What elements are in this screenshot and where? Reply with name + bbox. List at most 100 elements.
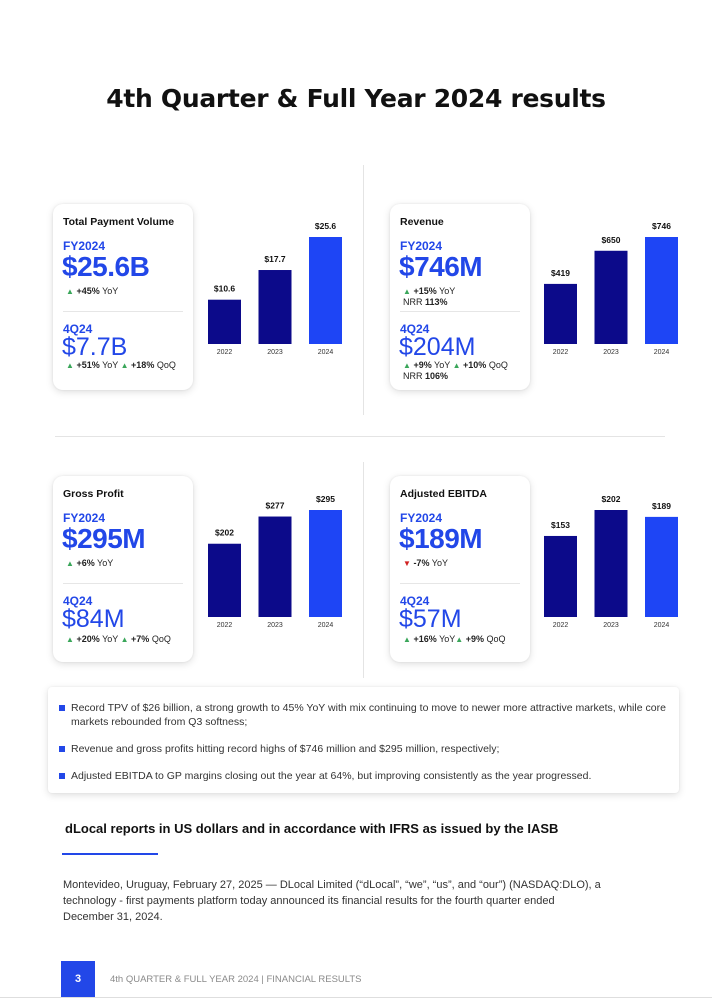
quarter-label: 4Q24 bbox=[63, 322, 93, 336]
bullet-square-icon bbox=[59, 773, 65, 779]
highlights-box: Record TPV of $26 billion, a strong grow… bbox=[48, 687, 679, 793]
quarter-stats: ▲ +20% YoY ▲ +7% QoQ bbox=[66, 634, 171, 645]
data-label: $25.6 bbox=[315, 221, 337, 231]
quarter-yoy-value: +16% bbox=[413, 634, 437, 644]
up-arrow-icon: ▲ bbox=[403, 287, 411, 296]
card-title: Total Payment Volume bbox=[63, 216, 175, 228]
data-label: $10.6 bbox=[214, 284, 236, 294]
quarter-qoq-suffix: QoQ bbox=[151, 634, 171, 644]
quarter-label: 4Q24 bbox=[63, 594, 93, 608]
data-label: $277 bbox=[266, 501, 285, 511]
quarter-yoy-value: +51% bbox=[76, 360, 100, 370]
quarter-stats: ▲ +51% YoY ▲ +18% QoQ bbox=[66, 360, 176, 371]
bullet-square-icon bbox=[59, 746, 65, 752]
quarter-value: $84M bbox=[62, 605, 125, 633]
quarter-value: $57M bbox=[399, 605, 462, 633]
quarter-stats: ▲ +16% YoY▲ +9% QoQ bbox=[403, 634, 505, 645]
highlight-item: Adjusted EBITDA to GP margins closing ou… bbox=[59, 769, 671, 783]
quarter-value: $204M bbox=[399, 333, 476, 361]
quarter-qoq-suffix: QoQ bbox=[486, 634, 506, 644]
up-arrow-icon: ▲ bbox=[452, 361, 461, 370]
x-tick-label: 2022 bbox=[217, 349, 233, 356]
footer-rule bbox=[0, 997, 712, 998]
fy-label: FY2024 bbox=[63, 239, 106, 253]
fy-growth-suffix: YoY bbox=[439, 286, 456, 296]
bar-2023 bbox=[258, 270, 292, 344]
quarter-value: $7.7B bbox=[62, 333, 128, 361]
ebitda-bar-chart: $153 2022 $202 2023 $189 2024 bbox=[544, 494, 678, 629]
bar-2024 bbox=[645, 237, 678, 344]
up-arrow-icon: ▲ bbox=[66, 559, 74, 568]
data-label: $189 bbox=[652, 501, 671, 511]
card-divider bbox=[63, 311, 183, 312]
bullet-square-icon bbox=[59, 705, 65, 711]
fy-growth-value: +45% bbox=[76, 286, 100, 296]
x-tick-label: 2024 bbox=[318, 349, 334, 356]
revenue-card: Revenue FY2024 $746M ▲ +15% YoY NRR 113%… bbox=[390, 204, 530, 390]
quarter-label: 4Q24 bbox=[400, 322, 430, 336]
fy-value: $746M bbox=[399, 251, 483, 282]
fy-growth-suffix: YoY bbox=[431, 558, 448, 568]
x-tick-label: 2023 bbox=[267, 622, 283, 629]
down-arrow-icon: ▼ bbox=[403, 559, 411, 568]
fy-growth-value: -7% bbox=[413, 558, 430, 568]
gross-profit-card: Gross Profit FY2024 $295M ▲ +6% YoY 4Q24… bbox=[53, 476, 193, 662]
divider-vertical-top bbox=[363, 165, 364, 415]
tpv-bar-chart: $10.6 2022 $17.7 2023 $25.6 2024 bbox=[208, 221, 342, 356]
x-tick-label: 2022 bbox=[217, 622, 233, 629]
quarter-yoy-suffix: YoY bbox=[102, 360, 119, 370]
fy-stats: ▲ +15% YoY NRR 113% bbox=[403, 286, 455, 308]
quarter-qoq-suffix: QoQ bbox=[156, 360, 176, 370]
data-label: $746 bbox=[652, 221, 671, 231]
up-arrow-icon: ▲ bbox=[455, 635, 464, 644]
card-title: Gross Profit bbox=[63, 488, 124, 500]
up-arrow-icon: ▲ bbox=[120, 635, 129, 644]
card-divider bbox=[400, 583, 520, 584]
x-tick-label: 2022 bbox=[553, 622, 569, 629]
revenue-bar-chart: $419 2022 $650 2023 $746 2024 bbox=[544, 221, 678, 356]
fy-value: $295M bbox=[62, 523, 146, 554]
bar-2024 bbox=[309, 510, 342, 617]
x-tick-label: 2022 bbox=[553, 349, 569, 356]
quarter-qoq-value: +10% bbox=[463, 360, 487, 370]
fy-label: FY2024 bbox=[400, 511, 443, 525]
card-divider bbox=[63, 583, 183, 584]
x-tick-label: 2024 bbox=[318, 622, 334, 629]
bar-2023 bbox=[594, 250, 628, 344]
card-title: Adjusted EBITDA bbox=[400, 488, 487, 500]
up-arrow-icon: ▲ bbox=[403, 635, 411, 644]
bar-2022 bbox=[544, 535, 577, 617]
up-arrow-icon: ▲ bbox=[403, 361, 411, 370]
divider-vertical-bottom bbox=[363, 462, 364, 678]
fy-value: $189M bbox=[399, 523, 483, 554]
quarter-yoy-value: +9% bbox=[413, 360, 432, 370]
up-arrow-icon: ▲ bbox=[66, 287, 74, 296]
highlight-item: Record TPV of $26 billion, a strong grow… bbox=[59, 701, 671, 729]
section-heading: dLocal reports in US dollars and in acco… bbox=[65, 821, 559, 836]
bar-2023 bbox=[258, 516, 292, 617]
heading-underline bbox=[62, 853, 158, 855]
fy-label: FY2024 bbox=[63, 511, 106, 525]
x-tick-label: 2023 bbox=[603, 622, 619, 629]
page-title: 4th Quarter & Full Year 2024 results bbox=[106, 84, 606, 113]
tpv-card: Total Payment Volume FY2024 $25.6B ▲ +45… bbox=[53, 204, 193, 390]
quarter-stats: ▲ +9% YoY ▲ +10% QoQ NRR 106% bbox=[403, 360, 508, 382]
footer-text: 4th QUARTER & FULL YEAR 2024 | FINANCIAL… bbox=[110, 974, 362, 985]
fy-label: FY2024 bbox=[400, 239, 443, 253]
quarter-qoq-value: +9% bbox=[465, 634, 484, 644]
fy-stats: ▲ +45% YoY bbox=[66, 286, 118, 297]
x-tick-label: 2024 bbox=[654, 622, 670, 629]
quarter-qoq-value: +7% bbox=[131, 634, 150, 644]
quarter-yoy-suffix: YoY bbox=[434, 360, 451, 370]
up-arrow-icon: ▲ bbox=[66, 361, 74, 370]
highlight-text: Record TPV of $26 billion, a strong grow… bbox=[71, 702, 666, 728]
up-arrow-icon: ▲ bbox=[66, 635, 74, 644]
data-label: $650 bbox=[602, 235, 621, 245]
fy-stats: ▲ +6% YoY bbox=[66, 558, 113, 569]
fy-nrr-value: 113% bbox=[425, 297, 448, 307]
gross-profit-bar-chart: $202 2022 $277 2023 $295 2024 bbox=[208, 494, 342, 629]
quarter-qoq-value: +18% bbox=[131, 360, 155, 370]
intro-paragraph: Montevideo, Uruguay, February 27, 2025 —… bbox=[63, 879, 601, 923]
fy-growth-value: +15% bbox=[413, 286, 437, 296]
x-tick-label: 2023 bbox=[603, 349, 619, 356]
